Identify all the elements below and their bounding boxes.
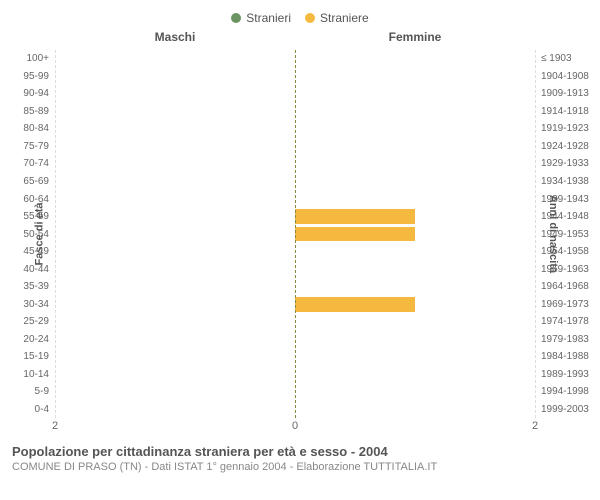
birth-year-label: 1929-1933 xyxy=(541,158,589,169)
legend-swatch xyxy=(305,13,315,23)
birth-year-label: 1999-2003 xyxy=(541,404,589,415)
age-label: 95-99 xyxy=(23,71,49,82)
birth-year-label: 1979-1983 xyxy=(541,334,589,345)
age-label: 65-69 xyxy=(23,176,49,187)
birth-year-label: 1904-1908 xyxy=(541,71,589,82)
chart-title: Popolazione per cittadinanza straniera p… xyxy=(12,444,588,459)
birth-year-label: 1984-1988 xyxy=(541,351,589,362)
birth-year-label: 1919-1923 xyxy=(541,123,589,134)
birth-year-label: 1954-1958 xyxy=(541,246,589,257)
legend-label: Straniere xyxy=(320,11,369,25)
age-label: 20-24 xyxy=(23,334,49,345)
birth-year-label: 1989-1993 xyxy=(541,369,589,380)
x-tick: 0 xyxy=(292,420,298,432)
side-titles: Maschi Femmine xyxy=(55,30,535,50)
age-label: 30-34 xyxy=(23,299,49,310)
left-side-title: Maschi xyxy=(55,30,295,50)
x-axis: 2 0 2 xyxy=(55,418,535,438)
right-side-title: Femmine xyxy=(295,30,535,50)
pyramid-chart: Maschi Femmine Fasce di età Anni di nasc… xyxy=(55,30,535,438)
legend-swatch xyxy=(231,13,241,23)
age-label: 85-89 xyxy=(23,106,49,117)
age-label: 45-49 xyxy=(23,246,49,257)
age-label: 80-84 xyxy=(23,123,49,134)
birth-year-label: 1964-1968 xyxy=(541,281,589,292)
birth-year-label: 1934-1938 xyxy=(541,176,589,187)
age-label: 55-59 xyxy=(23,211,49,222)
birth-year-label: ≤ 1903 xyxy=(541,53,572,64)
birth-year-label: 1944-1948 xyxy=(541,211,589,222)
age-label: 0-4 xyxy=(35,404,49,415)
footer: Popolazione per cittadinanza straniera p… xyxy=(0,438,600,473)
age-label: 10-14 xyxy=(23,369,49,380)
age-label: 15-19 xyxy=(23,351,49,362)
age-label: 75-79 xyxy=(23,141,49,152)
female-bar xyxy=(295,227,415,242)
age-label: 60-64 xyxy=(23,194,49,205)
female-bar xyxy=(295,297,415,312)
age-label: 50-54 xyxy=(23,229,49,240)
age-label: 100+ xyxy=(26,53,49,64)
legend-item: Straniere xyxy=(305,6,369,30)
x-tick: 2 xyxy=(532,420,538,432)
birth-year-label: 1914-1918 xyxy=(541,106,589,117)
age-label: 70-74 xyxy=(23,158,49,169)
chart-subtitle: COMUNE DI PRASO (TN) - Dati ISTAT 1° gen… xyxy=(12,461,588,473)
birth-year-label: 1994-1998 xyxy=(541,386,589,397)
age-label: 90-94 xyxy=(23,88,49,99)
birth-year-label: 1909-1913 xyxy=(541,88,589,99)
center-line xyxy=(295,50,296,418)
birth-year-label: 1939-1943 xyxy=(541,194,589,205)
birth-year-label: 1924-1928 xyxy=(541,141,589,152)
age-label: 40-44 xyxy=(23,264,49,275)
legend-item: Stranieri xyxy=(231,6,291,30)
legend-label: Stranieri xyxy=(246,11,291,25)
female-bar xyxy=(295,209,415,224)
age-label: 35-39 xyxy=(23,281,49,292)
birth-year-label: 1969-1973 xyxy=(541,299,589,310)
plot-area: 100+≤ 190395-991904-190890-941909-191385… xyxy=(55,50,535,418)
legend: Stranieri Straniere xyxy=(0,0,600,30)
age-label: 25-29 xyxy=(23,316,49,327)
birth-year-label: 1949-1953 xyxy=(541,229,589,240)
birth-year-label: 1959-1963 xyxy=(541,264,589,275)
age-label: 5-9 xyxy=(35,386,49,397)
birth-year-label: 1974-1978 xyxy=(541,316,589,327)
x-tick: 2 xyxy=(52,420,58,432)
